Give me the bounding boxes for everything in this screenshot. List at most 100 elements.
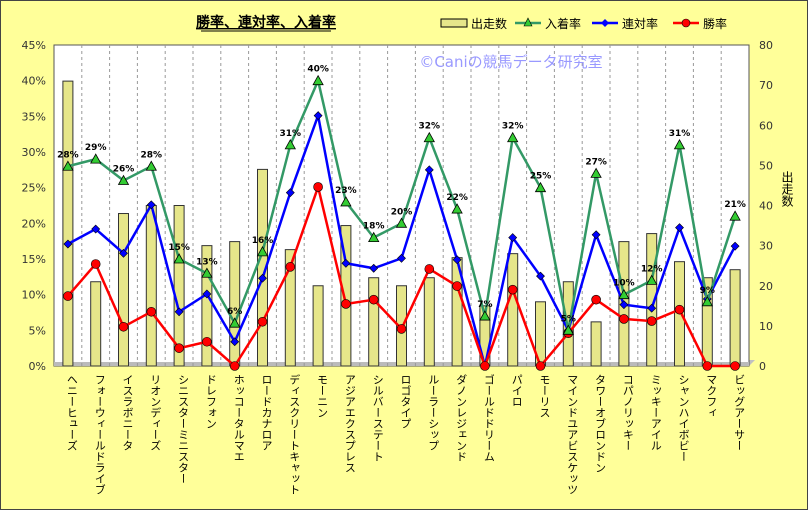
point-shoritsu <box>480 361 490 371</box>
data-label: 22% <box>446 193 468 203</box>
point-nyuchaku <box>701 295 713 307</box>
data-label: 27% <box>585 157 607 167</box>
point-rentai <box>619 300 629 310</box>
point-shoritsu <box>396 324 407 334</box>
data-label: 12% <box>641 264 663 274</box>
data-label: 29% <box>85 143 107 153</box>
y-left-tick-label: 5% <box>29 324 46 337</box>
point-nyuchaku <box>117 174 130 185</box>
point-shoritsu <box>535 361 546 371</box>
data-label: 9% <box>700 286 715 296</box>
point-rentai <box>508 233 518 243</box>
data-label: 25% <box>530 172 552 182</box>
point-shoritsu <box>63 291 73 301</box>
point-shoritsu <box>591 294 601 305</box>
point-rentai <box>230 337 240 347</box>
data-label: 31% <box>669 129 691 139</box>
point-nyuchaku <box>395 217 408 228</box>
category-label: イスラボニータ <box>121 374 134 451</box>
data-label: 18% <box>363 222 385 232</box>
data-label: 28% <box>57 150 79 160</box>
category-label: コパノリッキー <box>621 374 634 451</box>
category-label: ホッコータルマエ <box>232 374 245 462</box>
category-label: ルーラーシップ <box>427 374 440 451</box>
point-nyuchaku <box>229 317 241 328</box>
category-label: ダノンレジェンド <box>455 374 468 462</box>
point-rentai <box>258 273 267 283</box>
category-label: ドレフォン <box>204 374 217 429</box>
point-nyuchaku <box>90 153 102 164</box>
category-label: ディスクリートキャット <box>288 373 301 495</box>
point-nyuchaku <box>507 131 519 143</box>
point-nyuchaku <box>646 274 658 285</box>
point-rentai <box>591 230 601 240</box>
point-rentai <box>119 248 128 258</box>
point-shoritsu <box>146 306 157 317</box>
point-nyuchaku <box>590 167 602 178</box>
point-rentai <box>452 255 462 265</box>
category-label: ヘニーヒューズ <box>65 374 78 451</box>
legend-label: 連対率 <box>622 16 658 31</box>
category-label: マクフィ <box>705 374 718 418</box>
point-shoritsu <box>646 316 657 326</box>
y-left-tick-label: 0% <box>29 360 46 373</box>
bar-shiso <box>729 269 741 367</box>
category-label: マインドユアビスケッツ <box>566 374 579 495</box>
point-nyuchaku <box>451 203 463 214</box>
category-label: リオンディーズ <box>149 374 162 451</box>
bar-shiso <box>284 249 296 367</box>
data-label: 20% <box>391 207 413 217</box>
point-shoritsu <box>202 336 212 347</box>
point-rentai <box>647 303 657 313</box>
category-label: ロゴタイプ <box>399 374 412 429</box>
data-label: 7% <box>477 300 492 310</box>
point-nyuchaku <box>618 288 630 300</box>
data-label: 15% <box>168 243 190 253</box>
point-nyuchaku <box>479 310 491 321</box>
legend-marker <box>681 18 691 28</box>
bar-shiso <box>590 321 602 367</box>
point-shoritsu <box>368 294 379 305</box>
bar-shiso <box>507 253 519 367</box>
y-left-tick-label: 35% <box>22 110 46 123</box>
category-label: シャンハイボビー <box>677 374 690 462</box>
y-right-tick-label: 0 <box>759 360 766 373</box>
point-shoritsu <box>285 262 296 272</box>
point-rentai <box>536 271 545 281</box>
point-rentai <box>369 263 379 273</box>
y-right-tick-label: 20 <box>759 280 773 293</box>
y-left-tick-label: 10% <box>22 289 46 302</box>
point-shoritsu <box>702 361 713 371</box>
data-label: 16% <box>252 236 274 246</box>
legend-label: 入着率 <box>545 16 581 31</box>
point-nyuchaku <box>340 196 352 207</box>
category-label: ミッキーアイル <box>649 374 662 451</box>
bar-shiso <box>340 225 352 367</box>
legend-bar-swatch <box>440 18 468 28</box>
watermark: ©Caniの競馬データ研究室 <box>419 53 602 71</box>
y-right-tick-label: 40 <box>759 200 773 213</box>
point-rentai <box>174 307 184 317</box>
point-nyuchaku <box>729 210 741 221</box>
bar-shiso <box>90 281 102 367</box>
point-shoritsu <box>424 264 435 274</box>
point-nyuchaku <box>312 74 324 86</box>
y-right-tick-label: 60 <box>759 119 773 132</box>
point-rentai <box>341 258 351 268</box>
bar-shiso <box>368 277 380 367</box>
y-left-tick-label: 40% <box>22 75 46 88</box>
bar-shiso <box>201 245 213 367</box>
point-rentai <box>397 253 406 263</box>
bar-shiso <box>229 241 241 367</box>
point-shoritsu <box>229 361 240 371</box>
data-label: 5% <box>561 314 576 324</box>
point-shoritsu <box>674 304 685 315</box>
data-label: 31% <box>280 129 302 139</box>
point-rentai <box>313 111 323 121</box>
point-rentai <box>202 289 212 299</box>
bar-shiso <box>173 205 185 367</box>
point-nyuchaku <box>62 160 74 171</box>
data-label: 23% <box>335 186 357 196</box>
y-right-tick-label: 30 <box>759 240 773 253</box>
bar-shiso <box>312 285 324 367</box>
